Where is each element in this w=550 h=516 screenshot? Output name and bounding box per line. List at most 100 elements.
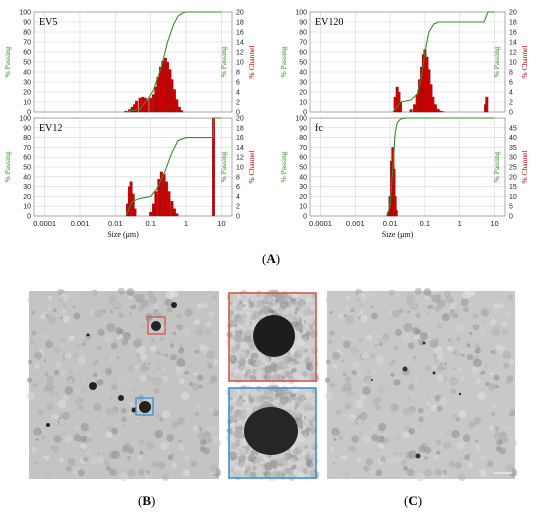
- xtick-label: 1: [458, 219, 462, 228]
- speckle: [262, 356, 270, 364]
- speckle: [67, 291, 76, 301]
- xtick-label: 0.01: [108, 219, 123, 228]
- speckle: [109, 356, 113, 359]
- speckle: [233, 396, 239, 402]
- speckle: [435, 439, 442, 446]
- speckle: [238, 419, 247, 427]
- speckle: [377, 448, 381, 452]
- channel-bar: [412, 104, 416, 113]
- speckle: [454, 349, 461, 356]
- speckle: [252, 310, 260, 319]
- ytick-left-label: 40: [299, 174, 307, 181]
- speckle: [502, 321, 508, 327]
- speckle: [101, 452, 105, 456]
- speckle: [265, 396, 269, 400]
- channel-bar: [161, 60, 165, 113]
- speckle: [446, 345, 454, 352]
- ytick-left-label: 20: [23, 194, 31, 201]
- speckle: [144, 421, 147, 424]
- speckle: [455, 449, 459, 452]
- speckle: [351, 369, 357, 376]
- speckle: [228, 364, 234, 370]
- speckle: [433, 337, 440, 344]
- speckle: [295, 308, 298, 311]
- speckle: [437, 299, 446, 308]
- ytick-left-label: 60: [299, 155, 307, 162]
- speckle: [324, 391, 333, 400]
- speckle: [490, 319, 497, 326]
- caption-b-open: (: [138, 493, 143, 508]
- speckle: [413, 356, 417, 359]
- speckle: [436, 353, 445, 361]
- speckle: [154, 413, 161, 420]
- speckle: [236, 294, 241, 298]
- speckle: [68, 379, 72, 384]
- xlabel: Size (μm): [382, 230, 414, 239]
- speckle: [228, 461, 234, 467]
- ytick-left-label: 100: [19, 116, 31, 123]
- speckle: [51, 445, 59, 453]
- speckle: [390, 402, 399, 412]
- channel-bar: [175, 99, 179, 113]
- speckle: [233, 301, 239, 307]
- ytick-left-label: 100: [19, 10, 31, 17]
- speckle: [479, 454, 487, 462]
- speckle: [361, 352, 369, 360]
- speckle: [355, 399, 364, 409]
- ylabel-left-inner: % Passing: [492, 46, 501, 77]
- speckle: [144, 337, 151, 344]
- speckle: [336, 455, 340, 458]
- ytick-right-label: 16: [236, 135, 244, 142]
- speckle: [476, 379, 481, 385]
- ytick-right-label: 14: [509, 40, 517, 47]
- caption-b-close: ): [151, 493, 156, 508]
- speckle: [136, 337, 143, 344]
- speckle: [239, 341, 249, 351]
- channel-bar: [154, 191, 158, 217]
- speckle: [501, 328, 508, 336]
- speckle: [38, 430, 43, 435]
- speckle: [53, 415, 57, 419]
- speckle: [121, 339, 128, 346]
- speckle: [406, 358, 411, 363]
- speckle: [434, 468, 442, 476]
- passing-line: [125, 117, 222, 217]
- speckle: [59, 457, 64, 462]
- speckle: [249, 374, 257, 382]
- speckle: [47, 306, 52, 311]
- speckle: [199, 344, 209, 354]
- speckle: [324, 377, 331, 383]
- speckle: [336, 430, 341, 435]
- speckle: [394, 435, 401, 442]
- speckle: [442, 441, 452, 450]
- speckle: [232, 375, 236, 378]
- speckle: [332, 351, 341, 360]
- ytick-right-label: 40: [509, 135, 517, 142]
- speckle: [508, 408, 515, 414]
- speckle: [192, 425, 199, 431]
- speckle: [342, 372, 347, 377]
- channel-bar: [436, 108, 440, 113]
- speckle: [80, 386, 88, 394]
- speckle: [339, 311, 345, 317]
- speckle: [480, 377, 484, 381]
- speckle: [453, 367, 456, 370]
- speckle: [442, 470, 447, 474]
- speckle: [377, 386, 385, 394]
- particle: [89, 382, 97, 390]
- speckle: [171, 421, 179, 429]
- speckle: [41, 454, 46, 459]
- speckle: [343, 382, 352, 392]
- speckle: [88, 313, 96, 321]
- speckle: [294, 311, 298, 315]
- speckle: [76, 343, 80, 347]
- speckle: [146, 470, 150, 474]
- speckle: [206, 321, 212, 327]
- speckle: [403, 465, 409, 471]
- speckle: [362, 386, 371, 395]
- ytick-right-label: 10: [509, 194, 517, 201]
- speckle: [428, 293, 434, 299]
- speckle: [291, 385, 300, 394]
- speckle: [282, 356, 289, 363]
- speckle: [73, 305, 76, 309]
